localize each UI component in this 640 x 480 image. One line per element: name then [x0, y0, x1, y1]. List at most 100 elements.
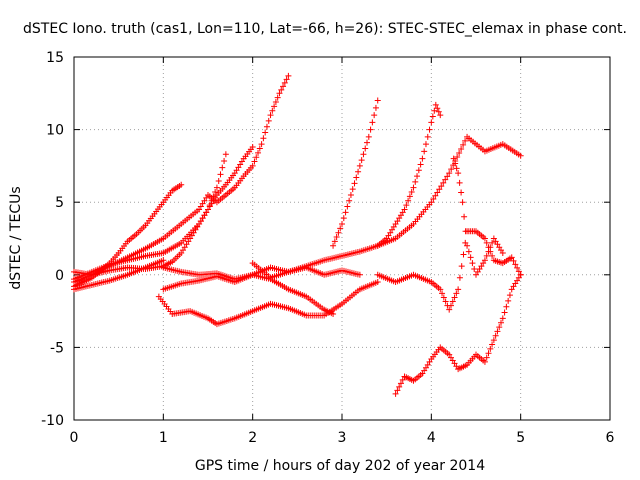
- data-point: [405, 197, 412, 204]
- data-point: [446, 170, 453, 177]
- data-point: [426, 126, 433, 133]
- data-point: [392, 390, 399, 397]
- data-point: [492, 332, 499, 339]
- data-point: [428, 119, 435, 126]
- y-tick-label: 5: [55, 195, 64, 211]
- y-tick-label: -5: [50, 340, 64, 356]
- x-tick-label: 4: [427, 430, 436, 446]
- data-point: [417, 161, 424, 168]
- data-point: [481, 235, 488, 242]
- data-point: [437, 112, 444, 119]
- data-point: [355, 168, 362, 175]
- series-3: [71, 151, 229, 278]
- data-point: [249, 144, 256, 151]
- y-axis-label: dSTEC / TECUs: [8, 186, 24, 289]
- data-point: [269, 107, 276, 114]
- data-point: [421, 148, 428, 155]
- data-point: [471, 265, 478, 272]
- data-point: [362, 145, 369, 152]
- data-point: [160, 257, 167, 264]
- data-point: [448, 166, 455, 173]
- series-11: [374, 228, 524, 313]
- data-point: [489, 252, 496, 259]
- data-point: [451, 294, 458, 301]
- x-tick-label: 5: [516, 430, 525, 446]
- data-point: [483, 354, 490, 361]
- data-point: [506, 292, 513, 299]
- data-point: [483, 252, 490, 259]
- axis-ticks: [73, 56, 611, 421]
- data-point: [255, 149, 262, 156]
- data-point: [514, 264, 521, 271]
- data-point: [212, 189, 219, 196]
- data-point: [221, 157, 228, 164]
- data-point: [489, 341, 496, 348]
- data-marks: [71, 72, 524, 397]
- data-point: [276, 90, 283, 97]
- data-point: [465, 248, 472, 255]
- data-point: [406, 193, 413, 200]
- series-0: [71, 181, 185, 290]
- data-point: [517, 152, 524, 159]
- x-tick-label: 3: [338, 430, 347, 446]
- data-point: [353, 174, 360, 181]
- data-point: [455, 170, 462, 177]
- data-point: [410, 184, 417, 191]
- data-point: [447, 302, 454, 309]
- data-point: [372, 104, 379, 111]
- data-point: [412, 178, 419, 185]
- data-point: [456, 274, 463, 281]
- data-point: [499, 250, 506, 257]
- data-point: [452, 160, 459, 167]
- data-point: [485, 350, 492, 357]
- data-point: [503, 303, 510, 310]
- x-tick-label: 1: [159, 430, 168, 446]
- data-point: [265, 117, 272, 124]
- data-point: [434, 105, 441, 112]
- data-point: [485, 248, 492, 255]
- y-tick-label: -10: [41, 413, 64, 429]
- data-point: [219, 164, 226, 171]
- series-13: [249, 260, 363, 281]
- data-point: [364, 139, 371, 146]
- data-point: [498, 319, 505, 326]
- data-point: [449, 298, 456, 305]
- x-axis-label: GPS time / hours of day 202 of year 2014: [195, 458, 485, 474]
- data-point: [435, 108, 442, 115]
- data-point: [278, 86, 285, 93]
- data-point: [260, 135, 267, 142]
- data-point: [178, 181, 185, 188]
- data-point: [442, 298, 449, 305]
- data-point: [396, 383, 403, 390]
- data-point: [258, 141, 265, 148]
- data-point: [351, 180, 358, 187]
- data-point: [210, 193, 217, 200]
- data-point: [458, 189, 465, 196]
- data-point: [460, 141, 467, 148]
- data-point: [208, 197, 215, 204]
- data-point: [456, 149, 463, 156]
- data-point: [508, 254, 515, 261]
- data-point: [464, 242, 471, 249]
- data-point: [369, 119, 376, 126]
- data-point: [446, 306, 453, 313]
- data-point: [424, 133, 431, 140]
- data-point: [374, 97, 381, 104]
- data-point: [432, 101, 439, 108]
- grid: [74, 57, 610, 420]
- data-point: [349, 186, 356, 193]
- data-point: [213, 184, 220, 191]
- data-point: [397, 380, 404, 387]
- data-point: [222, 151, 229, 158]
- data-point: [342, 209, 349, 216]
- data-point: [450, 155, 457, 162]
- data-point: [394, 387, 401, 394]
- data-point: [458, 263, 465, 270]
- data-point: [483, 239, 490, 246]
- data-point: [462, 137, 469, 144]
- data-point: [453, 165, 460, 172]
- data-point: [274, 94, 281, 101]
- data-point: [487, 244, 494, 251]
- series-7: [155, 279, 381, 328]
